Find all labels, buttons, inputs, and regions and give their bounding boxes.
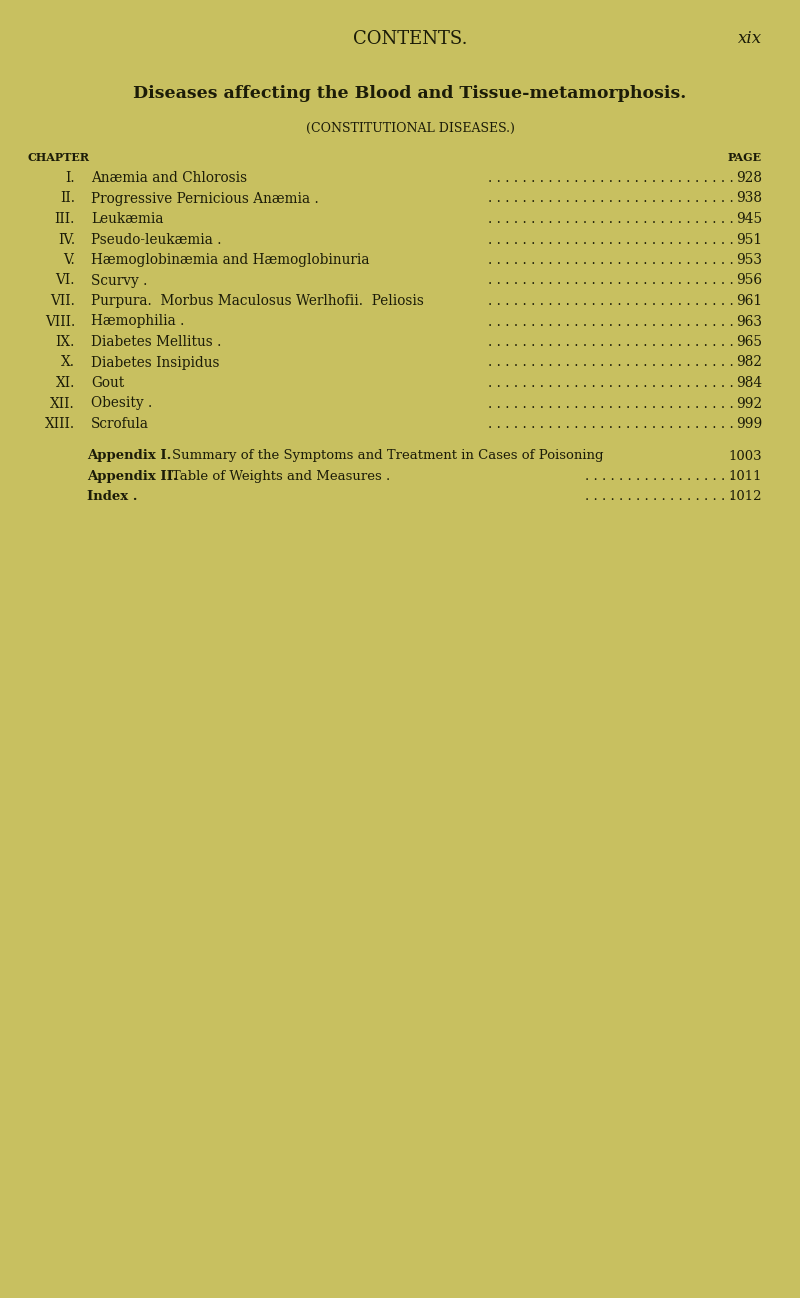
Text: Table of Weights and Measures .: Table of Weights and Measures . bbox=[172, 470, 390, 483]
Text: 992: 992 bbox=[736, 396, 762, 410]
Text: VIII.: VIII. bbox=[45, 314, 75, 328]
Text: 982: 982 bbox=[736, 356, 762, 370]
Text: 1011: 1011 bbox=[729, 470, 762, 483]
Text: V.: V. bbox=[63, 253, 75, 267]
Text: 953: 953 bbox=[736, 253, 762, 267]
Text: . . . . . . . . . . . . . . . . . . . . . . . . . . . . .: . . . . . . . . . . . . . . . . . . . . … bbox=[488, 274, 734, 287]
Text: XII.: XII. bbox=[50, 396, 75, 410]
Text: Gout: Gout bbox=[91, 376, 124, 389]
Text: . . . . . . . . . . . . . . . . . .: . . . . . . . . . . . . . . . . . . bbox=[586, 470, 734, 483]
Text: . . . . . . . . . . . . . . . . . . . . . . . . . . . . .: . . . . . . . . . . . . . . . . . . . . … bbox=[488, 417, 734, 431]
Text: 945: 945 bbox=[736, 212, 762, 226]
Text: 984: 984 bbox=[736, 376, 762, 389]
Text: 1012: 1012 bbox=[729, 491, 762, 504]
Text: . . . . . . . . . . . . . . . . . . . . . . . . . . . . .: . . . . . . . . . . . . . . . . . . . . … bbox=[488, 212, 734, 226]
Text: . . . . . . . . . . . . . . . . . . . . . . . . . . . . .: . . . . . . . . . . . . . . . . . . . . … bbox=[488, 396, 734, 410]
Text: VI.: VI. bbox=[55, 274, 75, 287]
Text: . . . . . . . . . . . . . . . . . . . . . . . . . . . . .: . . . . . . . . . . . . . . . . . . . . … bbox=[488, 295, 734, 308]
Text: VII.: VII. bbox=[50, 295, 75, 308]
Text: Appendix II.: Appendix II. bbox=[87, 470, 178, 483]
Text: . . . . . . . . . . . . . . . . . . . . . . . . . . . . .: . . . . . . . . . . . . . . . . . . . . … bbox=[488, 376, 734, 389]
Text: Index .: Index . bbox=[87, 491, 138, 504]
Text: PAGE: PAGE bbox=[728, 152, 762, 164]
Text: Scrofula: Scrofula bbox=[91, 417, 149, 431]
Text: II.: II. bbox=[60, 192, 75, 205]
Text: 938: 938 bbox=[736, 192, 762, 205]
Text: 928: 928 bbox=[736, 171, 762, 186]
Text: xix: xix bbox=[738, 30, 762, 47]
Text: Diabetes Insipidus: Diabetes Insipidus bbox=[91, 356, 219, 370]
Text: XI.: XI. bbox=[56, 376, 75, 389]
Text: . . . . . . . . . . . . . . . . . . . . . . . . . . . . .: . . . . . . . . . . . . . . . . . . . . … bbox=[488, 253, 734, 267]
Text: Hæmoglobinæmia and Hæmoglobinuria: Hæmoglobinæmia and Hæmoglobinuria bbox=[91, 253, 370, 267]
Text: Hæmophilia .: Hæmophilia . bbox=[91, 314, 184, 328]
Text: Anæmia and Chlorosis: Anæmia and Chlorosis bbox=[91, 171, 247, 186]
Text: Summary of the Symptoms and Treatment in Cases of Poisoning: Summary of the Symptoms and Treatment in… bbox=[172, 449, 603, 462]
Text: Leukæmia: Leukæmia bbox=[91, 212, 163, 226]
Text: Scurvy .: Scurvy . bbox=[91, 274, 147, 287]
Text: Purpura.  Morbus Maculosus Werlhofii.  Peliosis: Purpura. Morbus Maculosus Werlhofii. Pel… bbox=[91, 295, 424, 308]
Text: Diseases affecting the Blood and Tissue-metamorphosis.: Diseases affecting the Blood and Tissue-… bbox=[134, 84, 686, 103]
Text: 965: 965 bbox=[736, 335, 762, 349]
Text: 956: 956 bbox=[736, 274, 762, 287]
Text: III.: III. bbox=[54, 212, 75, 226]
Text: XIII.: XIII. bbox=[45, 417, 75, 431]
Text: X.: X. bbox=[61, 356, 75, 370]
Text: Progressive Pernicious Anæmia .: Progressive Pernicious Anæmia . bbox=[91, 192, 318, 205]
Text: Diabetes Mellitus .: Diabetes Mellitus . bbox=[91, 335, 222, 349]
Text: CONTENTS.: CONTENTS. bbox=[353, 30, 467, 48]
Text: . . . . . . . . . . . . . . . . . . . . . . . . . . . . .: . . . . . . . . . . . . . . . . . . . . … bbox=[488, 171, 734, 186]
Text: . . . . . . . . . . . . . . . . . . . . . . . . . . . . .: . . . . . . . . . . . . . . . . . . . . … bbox=[488, 192, 734, 205]
Text: Pseudo-leukæmia .: Pseudo-leukæmia . bbox=[91, 232, 222, 247]
Text: . . . . . . . . . . . . . . . . . .: . . . . . . . . . . . . . . . . . . bbox=[586, 491, 734, 504]
Text: 961: 961 bbox=[736, 295, 762, 308]
Text: Obesity .: Obesity . bbox=[91, 396, 152, 410]
Text: . . . . . . . . . . . . . . . . . . . . . . . . . . . . .: . . . . . . . . . . . . . . . . . . . . … bbox=[488, 232, 734, 247]
Text: CHAPTER: CHAPTER bbox=[28, 152, 90, 164]
Text: I.: I. bbox=[66, 171, 75, 186]
Text: 963: 963 bbox=[736, 314, 762, 328]
Text: Appendix I.: Appendix I. bbox=[87, 449, 171, 462]
Text: 951: 951 bbox=[736, 232, 762, 247]
Text: IV.: IV. bbox=[58, 232, 75, 247]
Text: 1003: 1003 bbox=[728, 449, 762, 462]
Text: 999: 999 bbox=[736, 417, 762, 431]
Text: . . . . . . . . . . . . . . . . . . . . . . . . . . . . .: . . . . . . . . . . . . . . . . . . . . … bbox=[488, 356, 734, 370]
Text: . . . . . . . . . . . . . . . . . . . . . . . . . . . . .: . . . . . . . . . . . . . . . . . . . . … bbox=[488, 335, 734, 349]
Text: (CONSTITUTIONAL DISEASES.): (CONSTITUTIONAL DISEASES.) bbox=[306, 122, 514, 135]
Text: . . . . . . . . . . . . . . . . . . . . . . . . . . . . .: . . . . . . . . . . . . . . . . . . . . … bbox=[488, 314, 734, 328]
Text: IX.: IX. bbox=[56, 335, 75, 349]
